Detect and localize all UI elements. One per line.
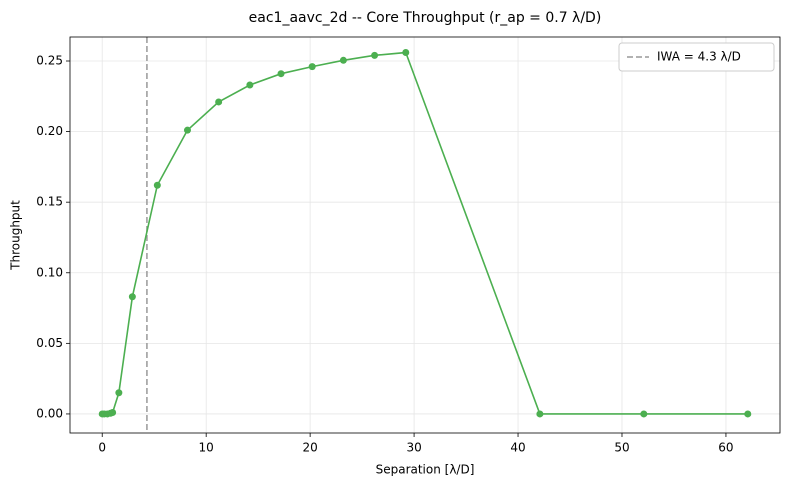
x-tick-label: 0 (98, 441, 106, 455)
y-tick-label: 0.05 (36, 336, 63, 350)
data-point (308, 63, 316, 71)
data-point (339, 56, 347, 64)
plot-frame (69, 36, 781, 434)
x-tick-label: 40 (510, 441, 525, 455)
y-tick-label: 0.00 (36, 406, 63, 420)
x-axis-label: Separation [λ/D] (376, 463, 475, 477)
data-point (744, 410, 752, 418)
data-point (402, 49, 410, 57)
x-tick-label: 60 (718, 441, 733, 455)
x-tick-label: 10 (199, 441, 214, 455)
data-point (246, 81, 254, 89)
data-point (183, 126, 191, 134)
y-tick-label: 0.20 (36, 124, 63, 138)
data-point (109, 409, 117, 417)
data-point (153, 181, 161, 189)
chart-title: eac1_aavc_2d -- Core Throughput (r_ap = … (249, 10, 602, 26)
data-point (371, 51, 379, 59)
series-line (102, 51, 748, 415)
data-point (640, 410, 648, 418)
x-tick-label: 50 (614, 441, 629, 455)
legend-label: IWA = 4.3 λ/D (657, 50, 741, 64)
legend-box (618, 42, 775, 72)
data-point (536, 410, 544, 418)
data-point (277, 70, 285, 78)
legend: IWA = 4.3 λ/D (618, 42, 775, 72)
data-point (128, 293, 136, 301)
data-point (115, 389, 123, 397)
y-axis-label: Throughput (9, 200, 23, 271)
x-tick-label: 30 (406, 441, 421, 455)
y-tick-label: 0.15 (36, 195, 63, 209)
x-tick-label: 20 (302, 441, 317, 455)
y-tick-label: 0.10 (36, 265, 63, 279)
y-tick-label: 0.25 (36, 54, 63, 68)
data-point (215, 98, 223, 106)
